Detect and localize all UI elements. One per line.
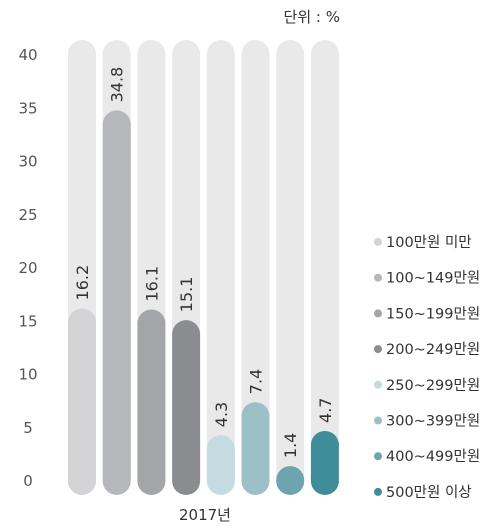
value-labels: 16.2 34.8 16.1 15.1 4.3 7.4 1.4 4.7 [73, 67, 335, 458]
legend-label: 150~199만원 [386, 305, 480, 322]
y-tick-label: 30 [18, 153, 37, 171]
bar-track [241, 40, 270, 495]
bar [276, 466, 305, 495]
y-tick-label: 20 [18, 259, 37, 277]
y-tick-label: 40 [18, 46, 37, 64]
legend-label: 300~399만원 [386, 413, 480, 430]
y-tick-label: 25 [18, 206, 37, 224]
legend-marker [374, 238, 382, 246]
bar [137, 309, 166, 495]
value-label: 16.1 [142, 266, 161, 302]
legend-label: 100~149만원 [386, 270, 480, 287]
bar [241, 402, 270, 495]
y-tick-label: 0 [23, 472, 33, 490]
value-label: 34.8 [108, 67, 127, 103]
unit-label: 단위 : % [284, 8, 340, 26]
bar [68, 308, 96, 495]
legend-label: 500만원 이상 [386, 484, 472, 501]
legend-label: 200~249만원 [386, 341, 480, 358]
legend-marker [374, 309, 382, 318]
legend-marker [374, 452, 382, 461]
legend-marker [374, 380, 382, 389]
legend-label: 250~299만원 [386, 377, 480, 394]
value-label: 16.2 [73, 265, 92, 301]
bar [172, 320, 201, 495]
y-axis: 40 35 30 25 20 15 10 5 0 [18, 46, 37, 490]
value-label: 4.3 [212, 402, 231, 427]
bar [310, 430, 339, 495]
y-tick-label: 5 [23, 419, 33, 437]
bar-track [310, 40, 339, 495]
value-label: 1.4 [281, 433, 300, 458]
value-label: 7.4 [247, 369, 266, 394]
x-axis-label: 2017년 [179, 506, 231, 524]
value-label: 4.7 [316, 397, 335, 422]
bar-track [206, 40, 235, 495]
legend-marker [374, 345, 382, 354]
legend-marker [374, 487, 382, 496]
bar [102, 110, 131, 495]
y-tick-label: 10 [18, 366, 37, 384]
legend-label: 400~499만원 [386, 448, 480, 465]
y-tick-label: 15 [18, 312, 37, 330]
y-tick-label: 35 [18, 99, 37, 117]
value-label: 15.1 [177, 277, 196, 313]
bar-track [276, 40, 305, 495]
legend-marker [374, 273, 382, 282]
legend-label: 100만원 미만 [386, 234, 472, 251]
legend: 100만원 미만 100~149만원 150~199만원 200~249만원 250~2… [374, 234, 480, 501]
bars [68, 110, 339, 495]
bar [206, 435, 235, 495]
legend-marker [374, 416, 382, 425]
